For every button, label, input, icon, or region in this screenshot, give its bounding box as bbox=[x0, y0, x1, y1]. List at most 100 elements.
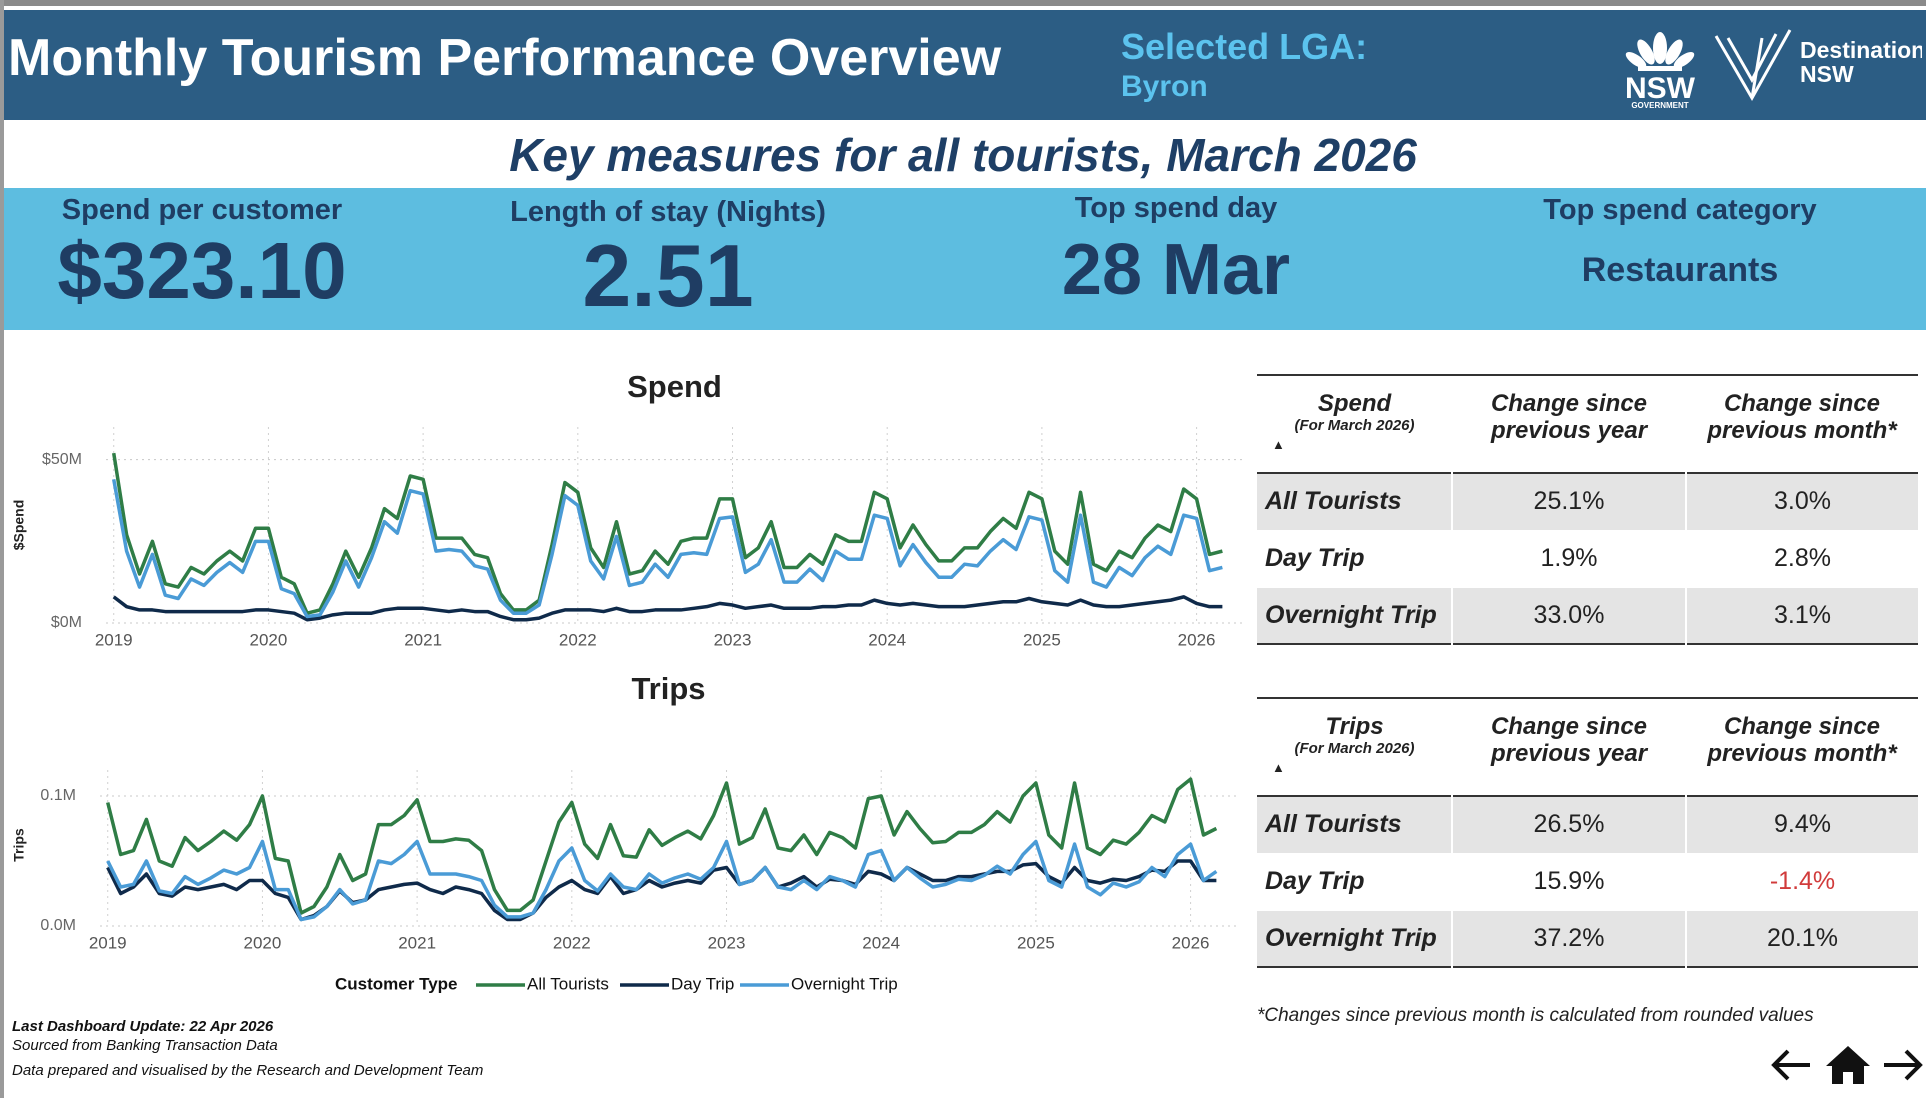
value-cell: 37.2% bbox=[1451, 910, 1686, 968]
y-tick-label: $50M bbox=[42, 451, 82, 468]
series-line bbox=[112, 478, 1223, 619]
update-note: Last Dashboard Update: 22 Apr 2026 bbox=[12, 1018, 274, 1035]
next-button[interactable] bbox=[1884, 1049, 1923, 1081]
value-cell: 25.1% bbox=[1451, 473, 1686, 531]
table-title: Trips bbox=[1325, 713, 1384, 740]
header-row: Trips (For March 2026) ▲ Change since previ… bbox=[1257, 698, 1918, 796]
header-cell: Change since previous year bbox=[1490, 713, 1648, 767]
x-tick-label: 2022 bbox=[553, 933, 591, 952]
kpi-card: Length of stay (Nights) 2.51 bbox=[408, 196, 928, 327]
table-subtitle: (For March 2026) bbox=[1294, 740, 1415, 757]
value-cell: 1.9% bbox=[1451, 530, 1686, 588]
destination-icon bbox=[1714, 29, 1792, 102]
chart-title: Spend bbox=[627, 369, 722, 404]
series-line bbox=[112, 452, 1223, 615]
chart-title: Trips bbox=[631, 671, 705, 706]
row-label: Overnight Trip bbox=[1257, 587, 1452, 645]
row-label: Day Trip bbox=[1257, 853, 1452, 911]
header-cell: Change since previous month* bbox=[1707, 713, 1897, 767]
logo-government: GOVERNMENT bbox=[1631, 101, 1688, 110]
table-row: All Tourists 26.5% 9.4% bbox=[1257, 796, 1918, 854]
x-tick-label: 2026 bbox=[1172, 933, 1210, 952]
page-title: Monthly Tourism Performance Overview bbox=[8, 29, 1002, 87]
back-button[interactable] bbox=[1771, 1049, 1810, 1081]
x-tick-label: 2023 bbox=[714, 630, 752, 649]
x-tick-label: 2020 bbox=[250, 630, 288, 649]
value-cell: -1.4% bbox=[1685, 853, 1918, 911]
value-cell: 26.5% bbox=[1451, 796, 1686, 854]
kpi-card: Spend per customer $323.10 bbox=[0, 194, 462, 317]
series-line bbox=[106, 859, 1217, 922]
kpi-card: Top spend day 28 Mar bbox=[916, 192, 1436, 311]
header-cell: Trips (For March 2026) ▲ bbox=[1257, 698, 1452, 796]
sort-icon: ▲ bbox=[1272, 437, 1285, 452]
x-tick-label: 2025 bbox=[1023, 630, 1061, 649]
kpi-band: Spend per customer $323.10 Length of sta… bbox=[4, 188, 1926, 330]
legend-label: All Tourists bbox=[527, 974, 609, 993]
top-border bbox=[0, 0, 1926, 6]
series-line bbox=[106, 839, 1218, 922]
header-bar bbox=[4, 10, 1926, 120]
kpi-label: Top spend category bbox=[1543, 194, 1817, 226]
sort-icon: ▲ bbox=[1272, 760, 1285, 775]
header-row: Spend (For March 2026) ▲ Change since previ… bbox=[1257, 375, 1918, 473]
y-tick-label: $0M bbox=[51, 614, 82, 631]
lga-value: Byron bbox=[1121, 70, 1208, 103]
value-cell: 3.1% bbox=[1685, 587, 1918, 645]
logo-nsw: NSW bbox=[1625, 72, 1696, 105]
legend-title: Customer Type bbox=[335, 974, 458, 993]
row-label: All Tourists bbox=[1257, 473, 1452, 531]
x-tick-label: 2026 bbox=[1178, 630, 1216, 649]
series-line bbox=[112, 595, 1223, 622]
row-label: All Tourists bbox=[1257, 796, 1452, 854]
value-cell: 15.9% bbox=[1451, 853, 1686, 911]
kpi-value: 28 Mar bbox=[1061, 230, 1291, 310]
table-head: Spend (For March 2026) ▲ Change since previ… bbox=[1257, 375, 1918, 473]
measure-table: Trips (For March 2026) ▲ Change since previ… bbox=[1257, 697, 1918, 968]
value-cell: 20.1% bbox=[1685, 910, 1918, 968]
legend-label: Day Trip bbox=[671, 974, 734, 993]
kpi-label: Length of stay (Nights) bbox=[510, 196, 826, 228]
x-tick-label: 2024 bbox=[868, 630, 906, 649]
logos: NSW GOVERNMENT Destination NSW bbox=[1625, 29, 1922, 110]
left-border bbox=[0, 0, 4, 1098]
kpi-label: Top spend day bbox=[1074, 192, 1278, 224]
value-cell: 3.0% bbox=[1685, 473, 1918, 531]
logo-destination: Destination bbox=[1800, 37, 1922, 63]
kpi-value: 2.51 bbox=[582, 226, 754, 325]
x-tick-label: 2025 bbox=[1017, 933, 1055, 952]
table-subtitle: (For March 2026) bbox=[1294, 417, 1415, 434]
x-tick-label: 2022 bbox=[559, 630, 597, 649]
y-axis-label: $Spend bbox=[11, 500, 27, 551]
table-title: Spend bbox=[1317, 390, 1392, 417]
x-tick-label: 2024 bbox=[862, 933, 900, 952]
table-row: Day Trip 1.9% 2.8% bbox=[1257, 530, 1918, 588]
table-row: Overnight Trip 33.0% 3.1% bbox=[1257, 587, 1918, 645]
source-note: Sourced from Banking Transaction Data bbox=[12, 1037, 278, 1054]
credit-note: Data prepared and visualised by the Rese… bbox=[12, 1062, 484, 1079]
waratah-icon bbox=[1625, 32, 1695, 71]
kpi-value: $323.10 bbox=[57, 226, 347, 315]
banner: Key measures for all tourists, March 202… bbox=[509, 129, 1417, 181]
y-tick-label: 0.1M bbox=[40, 787, 76, 804]
row-label: Overnight Trip bbox=[1257, 910, 1452, 968]
row-label: Day Trip bbox=[1257, 530, 1452, 588]
table-row: Day Trip 15.9% -1.4% bbox=[1257, 853, 1918, 911]
value-cell: 9.4% bbox=[1685, 796, 1918, 854]
kpi-card: Top spend category Restaurants bbox=[1420, 194, 1926, 290]
x-tick-label: 2020 bbox=[244, 933, 282, 952]
table-row: Overnight Trip 37.2% 20.1% bbox=[1257, 910, 1918, 968]
measure-table: Spend (For March 2026) ▲ Change since previ… bbox=[1257, 374, 1918, 645]
table-body: All Tourists 25.1% 3.0% Day Trip 1.9% 2.8% Ove… bbox=[1257, 473, 1918, 645]
series-line bbox=[106, 777, 1218, 915]
y-tick-label: 0.0M bbox=[40, 917, 76, 934]
kpi-label: Spend per customer bbox=[61, 194, 343, 226]
value-cell: 33.0% bbox=[1451, 587, 1686, 645]
value-cell: 2.8% bbox=[1685, 530, 1918, 588]
header-cell: Spend (For March 2026) ▲ bbox=[1257, 375, 1452, 473]
x-tick-label: 2021 bbox=[404, 630, 442, 649]
home-button[interactable] bbox=[1826, 1046, 1870, 1084]
header-cell: Change since previous year bbox=[1490, 390, 1648, 444]
